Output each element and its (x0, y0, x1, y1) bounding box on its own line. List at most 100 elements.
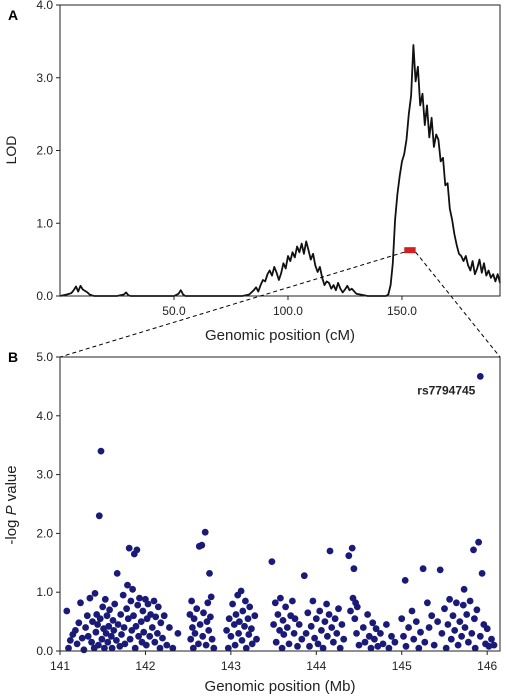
snp-point (140, 628, 148, 636)
snp-point (229, 600, 237, 608)
snp-point (121, 640, 129, 648)
panel-b-association-plot: B -log P value Genomic position (Mb) 0.0… (3, 349, 501, 695)
snp-point (193, 605, 201, 613)
snp-point (446, 595, 453, 603)
snp-point (147, 611, 155, 618)
snp-point (442, 644, 450, 652)
snp-point (330, 638, 337, 646)
b-ytick-label: 3.0 (36, 468, 53, 482)
snp-point (237, 587, 245, 595)
snp-point (371, 635, 378, 643)
snp-point (335, 605, 342, 613)
snp-point (434, 618, 441, 625)
snp-point (225, 615, 233, 623)
snp-point (355, 641, 363, 649)
snp-point (365, 632, 373, 640)
b-ytick-label: 0.0 (36, 644, 53, 658)
snp-point (383, 621, 390, 628)
snp-point (207, 613, 214, 621)
snp-point (241, 622, 248, 630)
snp-point (438, 630, 446, 637)
panel-a-lod-plot: A LOD Genomic position (cM) 0.0 1.0 2.0 3.0… (3, 0, 501, 344)
snp-point (277, 594, 284, 602)
snp-point (91, 590, 99, 597)
snp-point (253, 635, 260, 643)
snp-point (419, 565, 427, 573)
snp-point (309, 597, 317, 605)
snp-point (103, 612, 111, 620)
snp-point (120, 624, 128, 631)
panel-a-plot-frame (59, 4, 501, 297)
a-ytick-label: 4.0 (36, 0, 53, 12)
snp-point (372, 625, 380, 633)
snp-point (302, 630, 310, 637)
snp-point (150, 597, 158, 605)
snp-point (391, 638, 399, 646)
snp-point (430, 641, 438, 649)
snp-point (401, 577, 409, 584)
snp-point (485, 642, 493, 650)
b-ytick-label: 2.0 (36, 526, 53, 540)
snp-point (80, 646, 88, 654)
snp-point (279, 617, 287, 624)
snp-point (97, 447, 105, 455)
snp-point (199, 632, 207, 640)
snp-point (104, 638, 112, 646)
snp-point (280, 631, 288, 638)
lod-curve-line (59, 44, 501, 297)
a-ytick-label: 1.0 (36, 216, 53, 230)
panel-b-x-axis-label: Genomic position (Mb) (205, 678, 356, 695)
snp-point (101, 595, 109, 603)
snp-point (424, 599, 431, 607)
snp-point (408, 607, 416, 615)
snp-point (321, 618, 329, 625)
snp-point (471, 644, 479, 652)
snp-point (142, 641, 150, 649)
snp-point (441, 605, 448, 613)
snp-point (245, 631, 253, 638)
snp-point (345, 552, 353, 560)
snp-point (106, 606, 113, 614)
snp-point (465, 638, 472, 646)
snp-point (244, 615, 252, 623)
snp-point (148, 624, 156, 631)
snp-point (300, 572, 308, 580)
snp-point (459, 601, 467, 609)
snp-point (110, 627, 118, 634)
snp-point (347, 607, 354, 615)
snp-point (131, 644, 139, 652)
snp-point (451, 627, 459, 634)
snp-point (377, 630, 384, 637)
panel-a-y-axis-label: LOD (3, 136, 19, 165)
snp-point (174, 630, 182, 637)
snp-point (232, 611, 240, 618)
snp-point (348, 544, 356, 552)
snp-point (116, 642, 124, 650)
snp-point (323, 600, 330, 608)
snp-point (186, 611, 194, 618)
snp-point (204, 599, 212, 607)
b-xtick-label: 143 (221, 659, 241, 673)
snp-point (328, 624, 336, 631)
snp-point (463, 611, 471, 618)
snp-point (195, 640, 202, 648)
snp-point (475, 538, 482, 546)
snp-point (398, 615, 406, 623)
snp-point (312, 615, 320, 623)
snp-point (101, 644, 108, 652)
panel-b-y-axis-label-suffix: value (3, 465, 20, 505)
snp-point (385, 644, 393, 652)
snp-point (108, 644, 116, 652)
snp-point (400, 632, 407, 640)
snp-point (353, 630, 360, 637)
snp-point (428, 612, 436, 620)
snp-point (412, 618, 420, 625)
snp-point (188, 597, 196, 605)
snp-point (453, 599, 460, 607)
snp-point (66, 637, 74, 644)
snp-point (324, 632, 331, 640)
snp-point (65, 644, 72, 652)
snp-point (86, 594, 94, 602)
snp-point (124, 615, 132, 623)
snp-point (203, 618, 211, 625)
